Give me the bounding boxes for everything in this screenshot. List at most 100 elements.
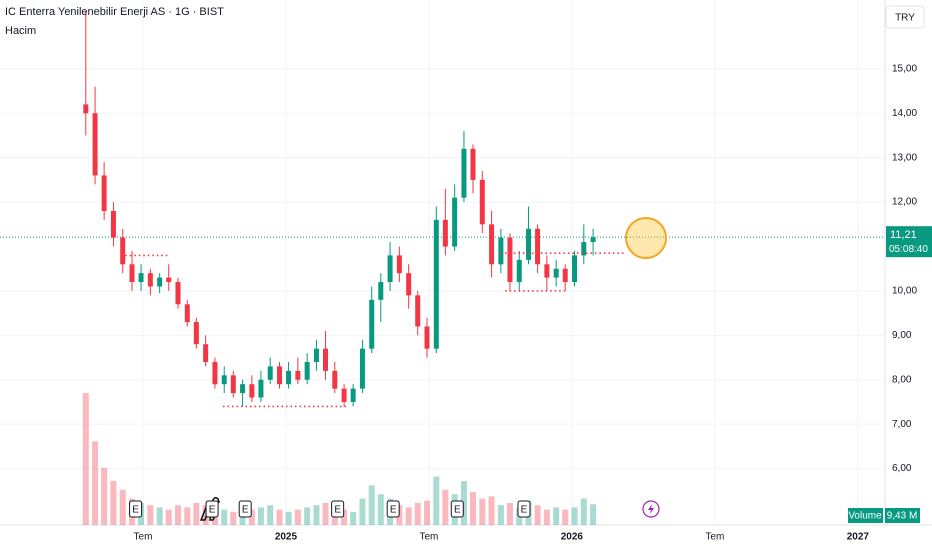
- y-tick-label: 12,00: [892, 197, 917, 208]
- volume-bar: [534, 505, 541, 525]
- candle-body: [415, 295, 421, 327]
- y-tick-label: 7,00: [892, 419, 912, 430]
- earnings-label: E: [521, 505, 528, 516]
- earnings-marker[interactable]: [205, 500, 219, 518]
- volume-bar: [175, 505, 182, 525]
- candle-body: [378, 282, 384, 300]
- candle-body: [498, 237, 504, 265]
- candle-body: [175, 282, 181, 305]
- volume-bar: [101, 467, 108, 525]
- currency-button[interactable]: [885, 5, 925, 29]
- candle-body: [323, 348, 329, 371]
- x-tick-label: 2025: [275, 532, 298, 543]
- candle-body: [470, 148, 476, 180]
- candle-body: [212, 361, 218, 385]
- candle-body: [516, 259, 522, 283]
- x-tick-label: Tem: [419, 532, 438, 543]
- volume-bar: [221, 509, 228, 525]
- event-icon[interactable]: [642, 500, 660, 518]
- volume-bar: [368, 485, 375, 525]
- volume-bar: [543, 509, 550, 525]
- earnings-marker[interactable]: [238, 500, 252, 518]
- candle-body: [562, 268, 568, 283]
- candle-body: [240, 384, 246, 394]
- volume-bar: [424, 500, 431, 525]
- earnings-marker[interactable]: [331, 500, 345, 518]
- candle-body: [286, 370, 292, 385]
- volume-bar: [341, 509, 348, 525]
- volume-bar: [571, 507, 578, 525]
- candle-body: [147, 273, 153, 287]
- candle-body: [387, 255, 393, 283]
- earnings-marker[interactable]: [517, 500, 531, 518]
- volume-bar: [147, 505, 154, 525]
- earnings-label: E: [390, 505, 397, 516]
- candle-body: [221, 375, 227, 385]
- candle-body: [92, 113, 98, 176]
- volume-bar: [239, 511, 246, 525]
- volume-bar: [82, 393, 89, 525]
- volume-value: 9,43 M: [887, 511, 918, 522]
- volume-bar: [193, 503, 200, 525]
- volume-bar: [488, 496, 495, 525]
- y-tick-label: 14,00: [892, 108, 917, 119]
- candle-body: [166, 277, 172, 283]
- volume-bar: [414, 503, 421, 525]
- event-bolt: [648, 504, 654, 514]
- candle-body: [83, 104, 89, 114]
- earnings-marker[interactable]: [129, 500, 143, 518]
- candle-body: [203, 344, 209, 362]
- volume-bar: [248, 509, 255, 525]
- volume-bar: [479, 498, 486, 525]
- candle-body: [526, 228, 532, 260]
- candle-body: [304, 361, 310, 380]
- candle-body: [544, 264, 550, 278]
- y-tick-label: 13,00: [892, 152, 917, 163]
- plot: [0, 0, 885, 525]
- volume-bar: [590, 504, 597, 525]
- candle-body: [157, 277, 163, 287]
- candle-body: [442, 219, 448, 247]
- volume-bar: [405, 507, 412, 525]
- candle-body: [110, 210, 116, 238]
- candle-body: [590, 237, 596, 243]
- countdown-label: 05:08:40: [889, 244, 928, 255]
- volume-bar: [322, 503, 329, 525]
- volume-bar: [460, 481, 467, 525]
- earnings-label: E: [334, 505, 341, 516]
- volume-bar: [470, 492, 477, 525]
- volume-bar: [553, 507, 560, 525]
- candle-body: [572, 255, 578, 283]
- last-price-label: 11,21: [890, 229, 917, 241]
- candle-body: [507, 237, 513, 283]
- earnings-marker[interactable]: [386, 500, 400, 518]
- candle-body: [424, 326, 430, 349]
- volume-bar: [267, 505, 274, 525]
- candle-body: [535, 228, 541, 265]
- candle-body: [120, 237, 126, 265]
- candle-body: [332, 370, 338, 389]
- candle-body: [479, 179, 485, 225]
- volume-bar: [184, 507, 191, 525]
- volume-bar: [313, 505, 320, 525]
- candle-body: [101, 175, 107, 211]
- candle-body: [249, 384, 255, 398]
- candle-body: [341, 388, 347, 402]
- candle-body: [553, 268, 559, 278]
- volume-bar: [359, 498, 366, 525]
- earnings-marker[interactable]: [450, 500, 464, 518]
- y-tick-label: 15,00: [892, 63, 917, 74]
- volume-bar: [433, 476, 440, 525]
- volume-tag-bg: [848, 508, 883, 523]
- y-tick-label: 8,00: [892, 374, 912, 385]
- volume-bar: [562, 509, 569, 525]
- earnings-label: E: [454, 505, 461, 516]
- candle-body: [258, 379, 264, 398]
- x-tick-label: 2026: [561, 532, 584, 543]
- volume-bar: [119, 489, 126, 525]
- volume-bar: [442, 489, 449, 525]
- currency-label: TRY: [895, 13, 915, 24]
- candle-body: [396, 255, 402, 274]
- candle-body: [193, 322, 199, 345]
